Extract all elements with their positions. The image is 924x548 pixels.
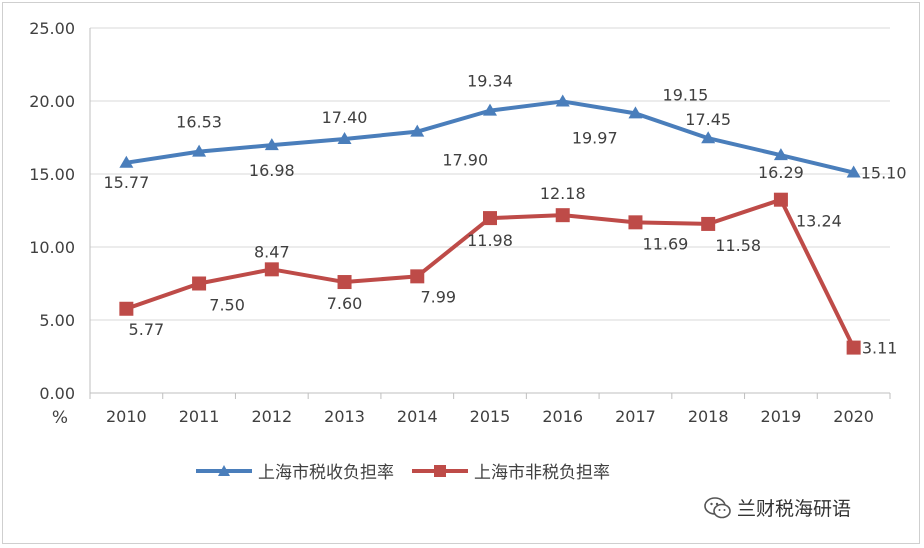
legend: 上海市税收负担率 上海市非税负担率 xyxy=(196,458,628,483)
legend-item-tax: 上海市税收负担率 xyxy=(196,458,394,483)
data-point-tax xyxy=(483,103,497,116)
data-label-nontax: 12.18 xyxy=(540,184,586,203)
x-tick-label: 2011 xyxy=(179,407,220,426)
data-point-tax xyxy=(846,165,861,178)
data-label-tax: 16.29 xyxy=(758,163,804,182)
data-label-tax: 15.10 xyxy=(861,164,907,183)
y-tick-label: 5.00 xyxy=(39,311,75,330)
data-point-tax xyxy=(555,94,570,107)
data-point-nontax xyxy=(483,211,497,226)
data-point-tax xyxy=(773,148,788,161)
data-label-nontax: 5.77 xyxy=(129,320,165,339)
data-point-tax xyxy=(264,138,279,151)
data-point-nontax xyxy=(773,192,788,207)
data-point-nontax xyxy=(846,340,861,355)
y-tick-label: 25.00 xyxy=(29,19,75,38)
data-point-tax xyxy=(192,144,207,157)
data-label-tax: 16.53 xyxy=(176,113,222,132)
data-point-nontax xyxy=(264,262,279,277)
data-point-tax xyxy=(628,106,643,119)
wechat-icon xyxy=(704,496,731,518)
y-unit-label: % xyxy=(52,408,68,428)
data-label-tax: 19.15 xyxy=(663,85,709,104)
x-tick-label: 2015 xyxy=(470,407,511,426)
data-label-tax: 19.97 xyxy=(572,128,618,147)
data-point-nontax xyxy=(701,216,716,231)
y-tick-label: 0.00 xyxy=(39,384,75,403)
x-tick-label: 2020 xyxy=(833,407,874,426)
legend-marker-tax xyxy=(196,464,252,476)
x-tick-label: 2010 xyxy=(106,407,147,426)
x-tick-label: 2018 xyxy=(688,407,729,426)
data-label-nontax: 11.98 xyxy=(467,231,513,250)
data-point-nontax xyxy=(337,275,352,290)
legend-label-tax: 上海市税收负担率 xyxy=(258,463,394,483)
data-point-tax xyxy=(410,124,425,137)
data-label-tax: 17.40 xyxy=(322,108,368,127)
data-label-nontax: 3.11 xyxy=(862,339,898,358)
legend-marker-nontax xyxy=(412,464,468,477)
data-label-tax: 19.34 xyxy=(467,72,513,91)
data-label-tax: 17.45 xyxy=(685,110,731,129)
data-label-tax: 15.77 xyxy=(103,173,149,192)
data-label-tax: 16.98 xyxy=(249,161,295,180)
data-label-nontax: 8.47 xyxy=(254,242,290,261)
watermark-text: 兰财税海研语 xyxy=(737,498,852,520)
data-label-nontax: 13.24 xyxy=(796,212,842,231)
x-tick-label: 2019 xyxy=(761,407,802,426)
y-tick-label: 15.00 xyxy=(29,165,75,184)
data-point-tax xyxy=(337,131,352,144)
data-point-nontax xyxy=(555,208,570,223)
data-label-nontax: 7.50 xyxy=(209,296,245,315)
data-point-nontax xyxy=(119,301,134,316)
x-tick-label: 2012 xyxy=(251,407,292,426)
legend-item-nontax: 上海市非税负担率 xyxy=(412,458,610,483)
data-point-nontax xyxy=(192,276,207,291)
y-tick-label: 20.00 xyxy=(29,92,75,111)
data-point-tax xyxy=(119,155,134,168)
y-tick-label: 10.00 xyxy=(29,238,75,257)
x-tick-label: 2013 xyxy=(324,407,365,426)
data-label-nontax: 7.60 xyxy=(327,294,363,313)
legend-label-nontax: 上海市非税负担率 xyxy=(474,463,610,483)
data-label-nontax: 7.99 xyxy=(420,287,456,306)
data-label-tax: 17.90 xyxy=(442,151,488,170)
data-point-nontax xyxy=(410,269,425,284)
x-tick-label: 2014 xyxy=(397,407,438,426)
x-tick-label: 2016 xyxy=(542,407,583,426)
watermark: 兰财税海研语 xyxy=(703,494,851,521)
data-label-nontax: 11.69 xyxy=(643,234,689,253)
data-point-tax xyxy=(701,131,716,144)
data-label-nontax: 11.58 xyxy=(715,236,761,255)
x-tick-label: 2017 xyxy=(615,407,656,426)
data-point-nontax xyxy=(628,215,643,230)
